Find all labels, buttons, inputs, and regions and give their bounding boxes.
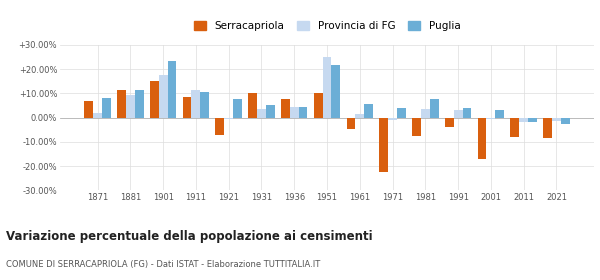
Bar xyxy=(519,118,528,122)
Bar xyxy=(561,118,570,124)
Bar xyxy=(290,107,299,118)
Bar xyxy=(364,104,373,118)
Bar xyxy=(191,90,200,118)
Text: COMUNE DI SERRACAPRIOLA (FG) - Dati ISTAT - Elaborazione TUTTITALIA.IT: COMUNE DI SERRACAPRIOLA (FG) - Dati ISTA… xyxy=(6,260,320,269)
Bar xyxy=(528,118,537,122)
Bar xyxy=(215,118,224,135)
Bar xyxy=(135,90,143,118)
Bar xyxy=(430,99,439,118)
Bar xyxy=(200,92,209,118)
Bar xyxy=(511,118,519,137)
Bar xyxy=(445,118,454,127)
Bar xyxy=(257,109,266,118)
Bar xyxy=(331,66,340,118)
Bar xyxy=(93,113,102,118)
Bar xyxy=(117,90,126,118)
Bar xyxy=(281,99,290,118)
Bar xyxy=(314,93,323,118)
Text: Variazione percentuale della popolazione ai censimenti: Variazione percentuale della popolazione… xyxy=(6,230,373,242)
Bar xyxy=(266,106,275,118)
Bar xyxy=(496,110,504,118)
Bar xyxy=(224,118,233,119)
Bar xyxy=(552,118,561,121)
Bar xyxy=(379,118,388,172)
Bar xyxy=(233,99,242,118)
Bar xyxy=(102,98,111,118)
Bar xyxy=(487,118,496,119)
Bar xyxy=(126,95,135,118)
Bar xyxy=(158,75,167,118)
Bar xyxy=(355,114,364,118)
Bar xyxy=(323,57,331,118)
Bar xyxy=(412,118,421,136)
Bar xyxy=(299,107,307,118)
Bar xyxy=(84,101,93,118)
Bar xyxy=(347,118,355,129)
Bar xyxy=(421,109,430,118)
Bar xyxy=(463,108,472,118)
Bar xyxy=(182,97,191,118)
Bar xyxy=(543,118,552,138)
Bar xyxy=(150,81,158,118)
Legend: Serracapriola, Provincia di FG, Puglia: Serracapriola, Provincia di FG, Puglia xyxy=(191,18,464,34)
Bar xyxy=(478,118,487,159)
Bar xyxy=(167,60,176,118)
Bar xyxy=(397,108,406,118)
Bar xyxy=(388,118,397,120)
Bar xyxy=(454,110,463,118)
Bar xyxy=(248,93,257,118)
